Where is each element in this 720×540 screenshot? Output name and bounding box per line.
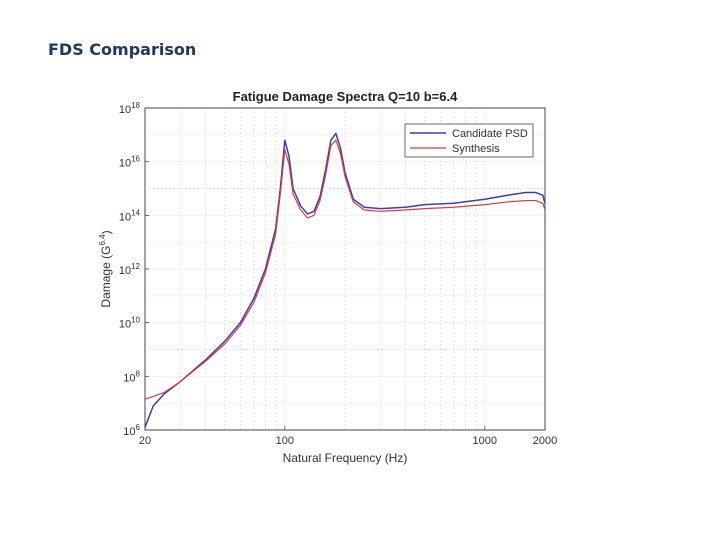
legend: Candidate PSD Synthesis bbox=[404, 123, 534, 158]
y-axis-label: Damage (G6.4) bbox=[98, 230, 113, 307]
chart-title: Fatigue Damage Spectra Q=10 b=6.4 bbox=[233, 89, 458, 104]
legend-label-candidate-psd: Candidate PSD bbox=[452, 128, 528, 140]
y-axis-label-main: Damage (G bbox=[99, 246, 113, 308]
y-tick-label: 106 bbox=[123, 423, 140, 438]
x-tick-label: 20 bbox=[139, 435, 151, 447]
x-tick-label: 2000 bbox=[533, 435, 557, 447]
x-axis-label: Natural Frequency (Hz) bbox=[283, 451, 408, 465]
y-tick-labels: 106 108 1010 1012 1014 1016 1018 bbox=[119, 101, 149, 438]
x-tick-labels: 20 100 1000 2000 bbox=[139, 426, 557, 447]
y-axis-label-end: ) bbox=[99, 230, 113, 234]
x-tick-label: 1000 bbox=[473, 435, 497, 447]
y-tick-label: 1010 bbox=[119, 316, 141, 331]
legend-label-synthesis: Synthesis bbox=[452, 143, 500, 155]
series-line-synthesis bbox=[144, 139, 546, 400]
y-tick-label: 1014 bbox=[119, 208, 141, 223]
y-tick-label: 1018 bbox=[119, 101, 141, 116]
slide-title: FDS Comparison bbox=[48, 40, 197, 59]
series-line-candidate-psd bbox=[144, 132, 546, 428]
y-tick-label: 1016 bbox=[119, 155, 141, 170]
series-lines bbox=[144, 132, 546, 428]
y-tick-label: 108 bbox=[123, 369, 140, 384]
legend-box bbox=[404, 123, 534, 158]
x-tick-label: 100 bbox=[276, 435, 294, 447]
y-axis-label-sup: 6.4 bbox=[98, 234, 107, 246]
y-tick-label: 1012 bbox=[119, 262, 141, 277]
